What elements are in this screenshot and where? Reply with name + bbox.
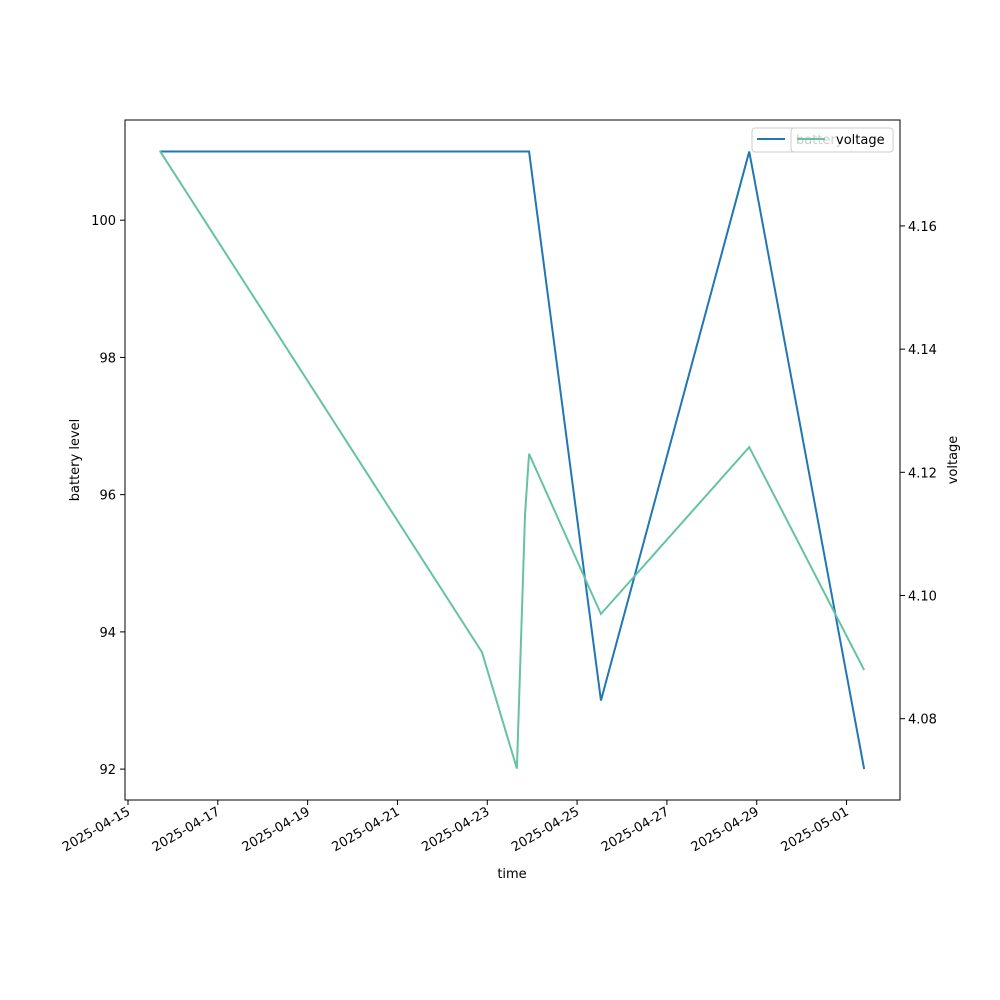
legend-label: voltage	[836, 133, 885, 148]
y2-axis-label: voltage	[946, 436, 961, 485]
plot-frame	[124, 119, 901, 801]
x-tick-label: 2025-04-17	[150, 804, 223, 855]
x-tick-label: 2025-04-25	[509, 804, 582, 855]
y2-tick-label: 4.14	[908, 343, 937, 358]
y2-tick-label: 4.10	[908, 590, 937, 605]
y-tick-label: 96	[99, 489, 116, 504]
y2-tick-label: 4.16	[908, 220, 937, 235]
y-tick-label: 98	[99, 351, 116, 366]
x-tick-label: 2025-04-29	[689, 804, 762, 855]
x-tick-label: 2025-04-15	[60, 804, 133, 855]
y2-tick-label: 4.12	[908, 466, 937, 481]
x-tick-label: 2025-05-01	[779, 804, 852, 855]
y2-tick-label: 4.08	[908, 713, 937, 728]
y-tick-label: 100	[91, 214, 116, 229]
legend-box	[790, 127, 894, 153]
y-axis-label: battery level	[68, 419, 83, 502]
x-axis-label: time	[497, 867, 526, 882]
series-line	[158, 150, 866, 769]
x-tick-label: 2025-04-27	[599, 804, 672, 855]
x-tick-label: 2025-04-19	[240, 804, 313, 855]
y-tick-label: 94	[99, 626, 116, 641]
x-tick-label: 2025-04-21	[330, 804, 403, 855]
x-tick-label: 2025-04-23	[419, 804, 492, 855]
series-line	[159, 150, 866, 770]
y-tick-label: 92	[99, 763, 116, 778]
